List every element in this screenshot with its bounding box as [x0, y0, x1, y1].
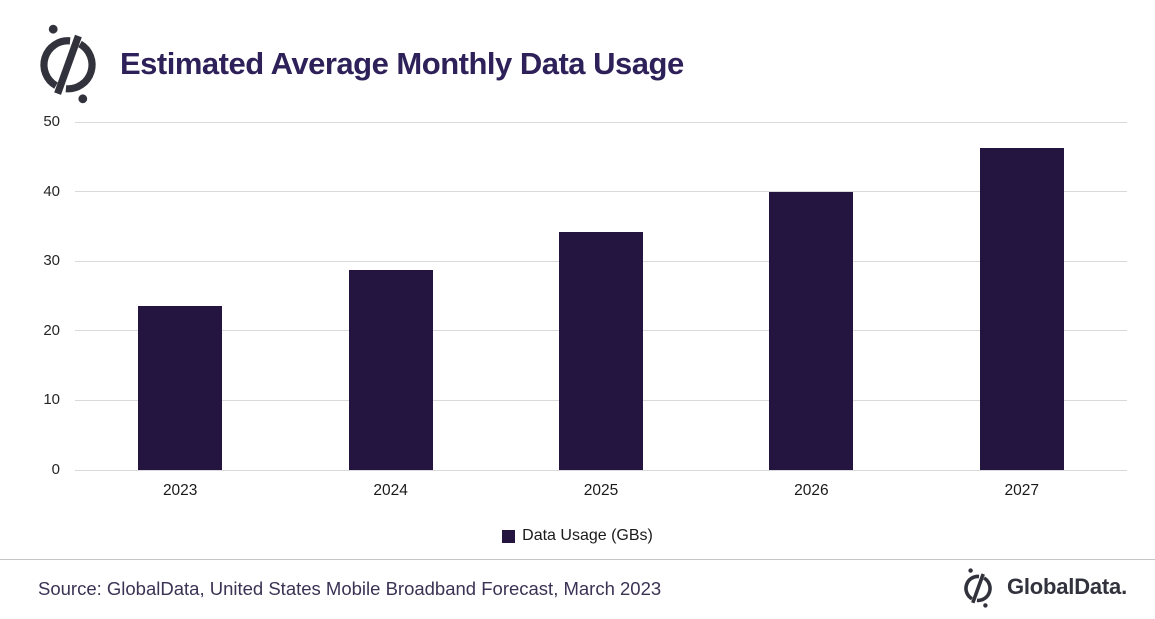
y-axis-tick-label: 30: [43, 252, 60, 270]
gridline: [75, 191, 1127, 193]
x-axis-label: 2027: [1004, 482, 1040, 499]
y-axis-tick-label: 0: [51, 461, 60, 478]
globaldata-logo-icon: [40, 24, 96, 104]
y-axis-tick-label: 50: [43, 113, 60, 130]
x-axis-label: 2024: [373, 482, 408, 499]
gridline: [75, 469, 1127, 471]
bar-2025: [559, 231, 643, 470]
x-axis-label: 2026: [794, 482, 829, 499]
y-axis-tick-label: 40: [43, 182, 60, 200]
legend-swatch: [502, 529, 516, 543]
y-axis-tick-label: 20: [43, 321, 60, 339]
bar-2023: [138, 305, 223, 470]
brand-lockup: GlobalData.: [958, 566, 1127, 608]
y-axis-tick-label: 10: [43, 391, 60, 409]
legend-label: Data Usage (GBs): [522, 527, 653, 544]
gridline: [75, 121, 1127, 123]
chart-legend: Data Usage (GBs): [0, 527, 1155, 545]
page-title: Estimated Average Monthly Data Usage: [120, 46, 684, 81]
globaldata-logo-icon: [964, 568, 992, 608]
brand-wordmark: GlobalData.: [1006, 574, 1127, 599]
source-attribution: Source: GlobalData, United States Mobile…: [38, 578, 662, 599]
footer-divider: [0, 559, 1155, 560]
x-axis-label: 2023: [162, 482, 198, 499]
x-axis-label: 2025: [583, 482, 619, 499]
bar-2024: [348, 269, 433, 470]
bar-2027: [979, 148, 1064, 470]
bar-2026: [769, 191, 854, 470]
